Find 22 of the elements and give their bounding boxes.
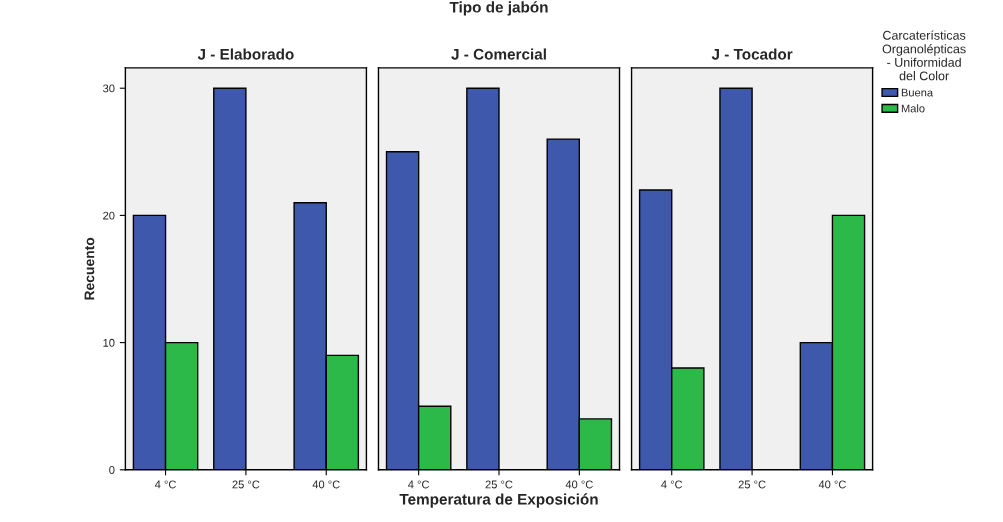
legend-label: Buena — [901, 88, 934, 97]
x-tick-label: 25 °C — [232, 480, 260, 489]
x-tick-label: 25 °C — [738, 480, 766, 489]
x-tick-label: 40 °C — [565, 480, 593, 489]
y-tick-label: 20 — [103, 211, 115, 220]
x-tick-label: 4 °C — [154, 480, 176, 489]
y-axis-title: Recuento — [84, 237, 95, 300]
text: Tipo de jabón — [449, 1, 548, 16]
chart-title: J - Comercial — [451, 48, 546, 60]
legend-title: Carcaterísticas Organolépticas - Uniformidad del Color — [882, 30, 966, 81]
x-tick-label: 40 °C — [818, 480, 846, 489]
x-tick-label: 4 °C — [661, 480, 683, 489]
x-axis-title: Temperatura de Exposición — [399, 493, 598, 508]
legend-label: Malo — [901, 104, 925, 113]
y-tick-label: 10 — [103, 338, 115, 347]
y-tick-label: 30 — [103, 84, 115, 93]
x-tick-label: 40 °C — [312, 480, 340, 489]
y-tick-label: 0 — [109, 466, 115, 474]
x-tick-label: 25 °C — [485, 480, 513, 489]
chart-title: J - Tocador — [711, 48, 793, 60]
chart-title: J - Elaborado — [197, 48, 294, 60]
x-tick-label: 4 °C — [408, 480, 430, 489]
